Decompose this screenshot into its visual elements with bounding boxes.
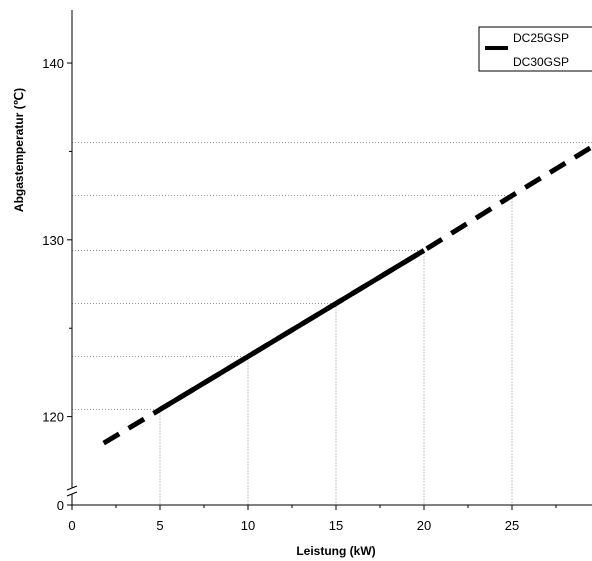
- x-tick-label: 25: [505, 518, 519, 533]
- x-tick-label: 15: [329, 518, 343, 533]
- y-tick-label: 130: [42, 233, 64, 248]
- series-layer: [102, 143, 592, 446]
- series-line-dc25gsp: [158, 248, 426, 412]
- axes: [66, 10, 592, 506]
- y-axis-title: Abgastemperatur (℃): [12, 88, 26, 212]
- x-tick-label: 5: [156, 518, 163, 533]
- y-tick-label: 0: [57, 498, 64, 513]
- axis-break-mark: [66, 485, 78, 491]
- x-tick-label: 20: [417, 518, 431, 533]
- y-tick-label: 140: [42, 56, 64, 71]
- y-ticks: 120 130 140 0: [42, 56, 72, 513]
- axis-break-mark: [66, 491, 78, 497]
- x-tick-label: 10: [241, 518, 255, 533]
- legend: DC25GSP DC30GSP: [478, 26, 592, 72]
- legend-entry: DC30GSP: [513, 55, 569, 69]
- x-tick-label: 0: [68, 518, 75, 533]
- y-tick-label: 120: [42, 410, 64, 425]
- reference-lines: [72, 142, 592, 505]
- x-axis-title: Leistung (kW): [296, 544, 375, 558]
- legend-entry: DC25GSP: [513, 31, 569, 45]
- x-ticks: 051015202530: [68, 505, 557, 533]
